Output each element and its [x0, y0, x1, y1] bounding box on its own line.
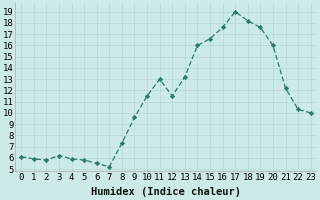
X-axis label: Humidex (Indice chaleur): Humidex (Indice chaleur)	[91, 187, 241, 197]
